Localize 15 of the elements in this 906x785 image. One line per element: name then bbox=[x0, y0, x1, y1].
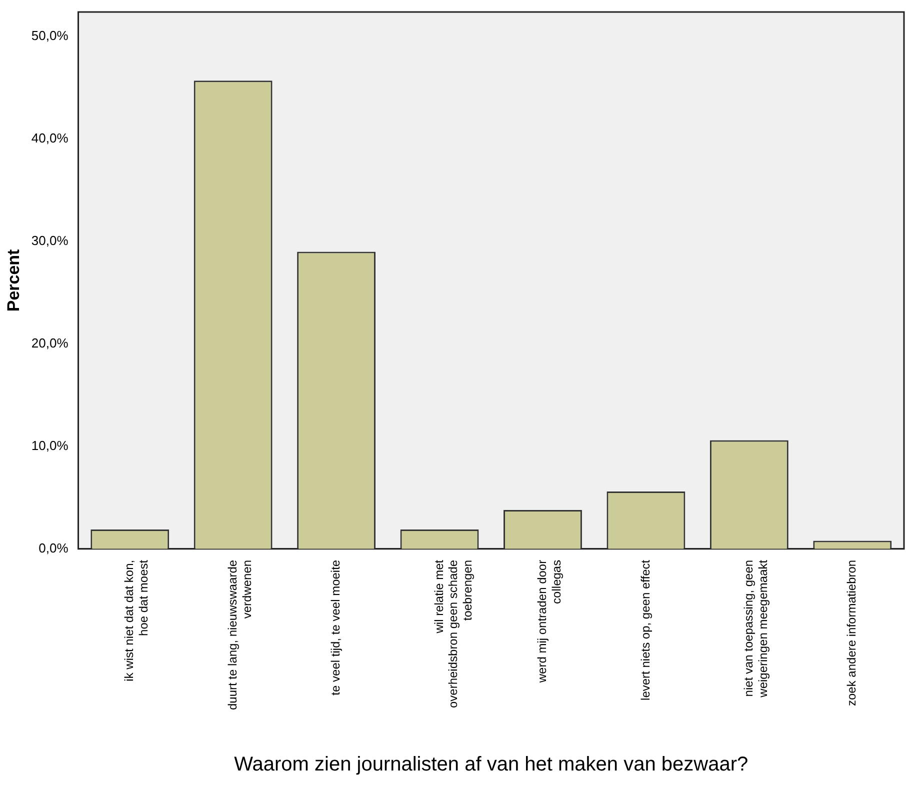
x-tick-label: te veel tijd, te veel moeite bbox=[328, 560, 343, 696]
y-tick-label: 20,0% bbox=[31, 336, 69, 351]
x-tick-label: levert niets op, geen effect bbox=[638, 559, 652, 700]
y-tick-label: 10,0% bbox=[31, 438, 69, 454]
x-tick-label: wil relatie met overheidsbron geen schade toebrengen bbox=[432, 559, 475, 708]
x-tick-label: duurt te lang, nieuwswaarde verdwenen bbox=[225, 560, 254, 710]
x-tick-label: zoek andere informatiebron bbox=[844, 560, 859, 706]
y-tick-label: 50,0% bbox=[31, 28, 69, 44]
x-tick-label: ik wist niet dat dat kon, hoe dat moest bbox=[122, 559, 151, 682]
y-axis-title: Percent bbox=[4, 248, 23, 312]
x-tick-label: werd mij ontraden door collegas bbox=[535, 560, 564, 684]
y-tick-label: 0,0% bbox=[38, 540, 69, 556]
y-tick-label: 40,0% bbox=[31, 130, 69, 146]
y-tick-label: 30,0% bbox=[31, 233, 69, 248]
x-axis-title: Waarom zien journalisten af van het maken van bezwaar? bbox=[234, 754, 748, 776]
